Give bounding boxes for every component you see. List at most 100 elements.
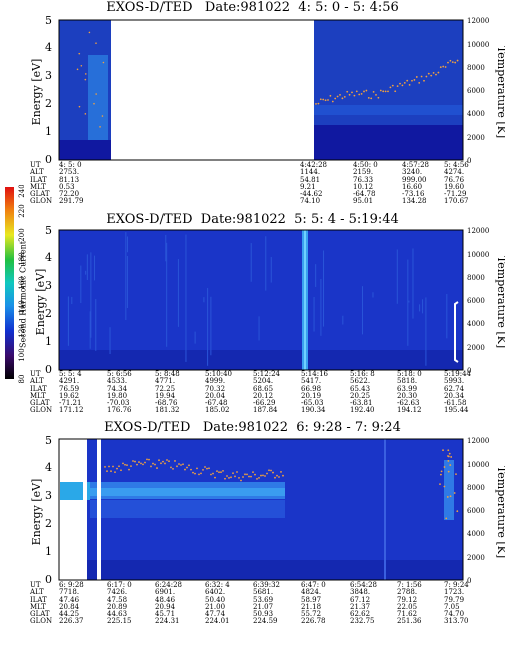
- temperature-point: [78, 105, 81, 108]
- y-axis-label: Energy [eV]: [30, 59, 43, 126]
- temperature-point: [274, 476, 276, 479]
- temperature-point: [84, 73, 87, 75]
- temperature-point: [370, 97, 373, 100]
- temperature-point: [387, 90, 389, 93]
- info-ilat: 79.79: [444, 595, 465, 604]
- info-alt: 1144.: [300, 168, 321, 177]
- info-glon: 171.12: [59, 406, 84, 415]
- info-ut: 5: 5: 4: [59, 370, 82, 378]
- temperature-point: [182, 463, 184, 466]
- y-axis-label: Energy [eV]: [30, 479, 43, 546]
- info-glon: 224.31: [155, 617, 180, 626]
- temperature-points: [104, 449, 459, 520]
- y-axis-left: 0 1 2 3 4 5 Energy [eV]: [30, 14, 52, 166]
- temperature-point: [196, 467, 198, 470]
- temperature-point: [258, 477, 260, 479]
- spectrogram-2: 0 1 2 3 4 5 Energy [eV] 0 2000 4000 6000…: [34, 224, 505, 376]
- y-tick-label: 4: [45, 41, 52, 54]
- info-label: ALT: [30, 168, 44, 177]
- temperature-point: [445, 517, 448, 520]
- info-glat: 47.74: [205, 610, 226, 619]
- info-ut: 5:14:16: [301, 370, 328, 378]
- spike-band-core: [304, 230, 306, 370]
- orbit-info-2: UT 5: 5: 4 5: 6:56 5: 8:48 5:10:40 5:12:…: [0, 370, 505, 415]
- y2-tick-label: 6000: [467, 87, 485, 95]
- temperature-point: [206, 467, 208, 470]
- info-glon: 185.02: [205, 406, 230, 415]
- info-glat: -62.63: [397, 399, 420, 408]
- info-glat: 44.25: [59, 610, 80, 619]
- info-alt: 4533.: [107, 377, 128, 386]
- temperature-point: [110, 470, 112, 473]
- info-ilat: 67.12: [350, 595, 371, 604]
- data-block-early-low: [59, 140, 111, 160]
- temperature-point: [244, 473, 246, 476]
- info-ilat: 68.65: [253, 384, 274, 393]
- info-glon: 192.40: [350, 406, 375, 415]
- info-ilat: 47.58: [107, 595, 128, 604]
- info-alt: 6402.: [205, 588, 226, 597]
- y2-tick-label: 10000: [467, 461, 489, 469]
- temperature-point: [194, 472, 196, 475]
- temperature-trace: [454, 301, 459, 363]
- y2-tick-label: 10000: [467, 251, 489, 259]
- info-glon: 226.78: [301, 617, 326, 626]
- info-mlt: 0.53: [59, 182, 75, 191]
- temperature-point: [343, 95, 346, 98]
- temperature-point: [220, 471, 222, 474]
- temperature-point: [278, 476, 280, 478]
- gap-2: [97, 439, 101, 580]
- spectrogram-3: 0 1 2 3 4 5 Energy [eV] 0 2000 4000 6000…: [30, 434, 505, 586]
- y2-tick-label: 12000: [467, 437, 489, 445]
- temperature-point: [358, 93, 361, 96]
- y2-axis-label: Temperature [K]: [495, 46, 505, 138]
- data-block-late-low: [314, 125, 463, 160]
- y2-tick-label: 8000: [467, 64, 485, 72]
- info-label: GLAT: [30, 190, 50, 199]
- temperature-point: [218, 471, 220, 474]
- info-ut: 4:42:28: [300, 161, 327, 169]
- temperature-point: [112, 465, 114, 468]
- info-glon: 176.76: [107, 406, 132, 415]
- info-glon: 181.32: [155, 406, 180, 415]
- y2-tick-label: 0: [467, 157, 471, 165]
- info-ut: 5:10:40: [205, 370, 232, 378]
- info-alt: 7426.: [107, 588, 128, 597]
- temperature-point: [379, 89, 382, 92]
- temperature-point: [238, 477, 240, 479]
- y-tick-label: 5: [45, 224, 52, 237]
- info-ilat: 58.97: [301, 595, 322, 604]
- y-tick-label: 3: [45, 489, 52, 502]
- temperature-point: [208, 467, 210, 470]
- colorbar-tick: 120: [18, 324, 26, 337]
- temperature-point: [453, 492, 456, 494]
- plot-frame: [58, 438, 464, 581]
- info-ilat: 66.98: [301, 384, 322, 393]
- temperature-point: [132, 460, 134, 462]
- info-ut: 6:54:28: [350, 581, 377, 589]
- temperature-point: [266, 472, 268, 475]
- y2-tick-label: 0: [467, 367, 471, 375]
- temperature-point: [88, 31, 91, 34]
- temperature-point: [242, 476, 244, 478]
- panel-title: EXOS-D/TED Date:981022 4: 5: 0 - 5: 4:56: [106, 0, 399, 15]
- temperature-point: [156, 467, 158, 469]
- y-tick-label: 4: [45, 461, 52, 474]
- y2-tick-label: 12000: [467, 227, 489, 235]
- temperature-point: [391, 84, 394, 87]
- orbit-info-3: UT 6: 9:28 6:17: 0 6:24:28 6:32: 4 6:39:…: [0, 581, 505, 626]
- temperature-point: [148, 458, 150, 461]
- y-axis-left: 0 1 2 3 4 5 Energy [eV]: [34, 224, 52, 376]
- info-alt: 5681.: [253, 588, 274, 597]
- temperature-point: [204, 466, 206, 468]
- temperature-point: [444, 66, 447, 68]
- info-label: MLT: [30, 602, 46, 611]
- y-axis-right: 0 2000 4000 6000 8000 10000 12000 Temper…: [467, 17, 505, 165]
- temperature-point: [451, 61, 454, 63]
- info-label: ILAT: [30, 175, 47, 184]
- temperature-point: [106, 470, 108, 473]
- temperature-point: [232, 472, 234, 475]
- temperature-point: [449, 464, 452, 466]
- info-alt: 5417.: [301, 377, 322, 386]
- temperature-point: [389, 86, 392, 89]
